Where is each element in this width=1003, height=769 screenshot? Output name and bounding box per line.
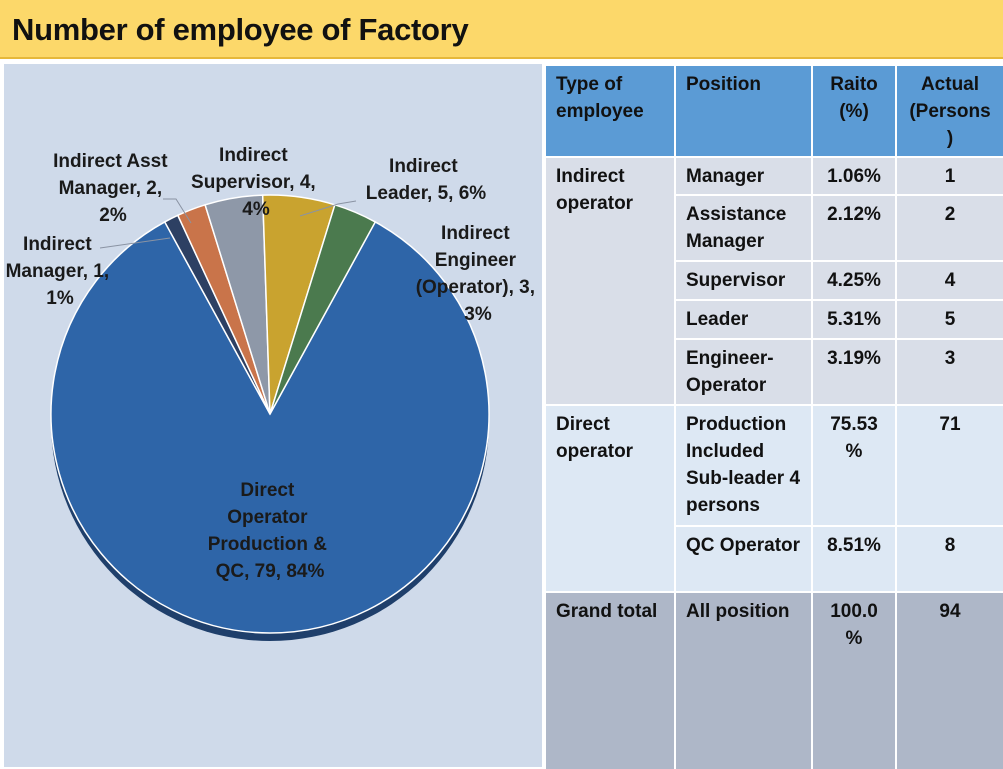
actual-cell: 8 [895,525,1003,593]
type-cell-indirect: Indirect operator [544,156,676,406]
actual-cell: 71 [895,404,1003,527]
slice-label-direct: Direct Operator Production & QC, 79, 84% [208,480,333,582]
ratio-cell: 5.31% [811,299,897,340]
table-row: Direct operator Production Included Sub-… [544,404,1003,593]
position-cell: Engineer-Operator [674,338,813,406]
ratio-cell: 3.19% [811,338,897,406]
table-header-row: Type of employee Position Raito (%) Actual… [544,64,1003,158]
actual-cell: 3 [895,338,1003,406]
ratio-cell: 1.06% [811,156,897,196]
position-cell: Supervisor [674,260,813,301]
page-title: Number of employee of Factory [12,12,469,47]
slice-label-manager: Indirect Manager, 1, 1% [6,234,115,309]
pie-slices [50,194,490,634]
total-actual-cell: 94 [895,591,1003,769]
position-cell: Manager [674,156,813,196]
actual-cell: 2 [895,194,1003,262]
actual-cell: 4 [895,260,1003,301]
title-bar: Number of employee of Factory [0,0,1003,59]
ratio-cell: 8.51% [811,525,897,593]
total-type-cell: Grand total [544,591,676,769]
pie-chart-panel: Direct Operator Production & QC, 79, 84%… [4,64,542,767]
header-type: Type of employee [544,64,676,158]
header-actual: Actual (Persons) [895,64,1003,158]
pie-chart: Direct Operator Production & QC, 79, 84%… [6,145,541,641]
header-ratio: Raito (%) [811,64,897,158]
leader-line-leader [299,200,357,217]
slice-label-leader: Indirect Leader, 5, 6% [366,156,487,204]
actual-cell: 5 [895,299,1003,340]
ratio-cell: 75.53 % [811,404,897,527]
position-cell: QC Operator [674,525,813,593]
position-cell: Leader [674,299,813,340]
table-row: Assistance Manager 2.12% 2 [545,194,1003,262]
leader-line-manager [99,237,171,249]
slice-label-engineer: Indirect Engineer (Operator), 3, 3% [416,223,541,325]
header-position: Position [674,64,813,158]
leader-line-asst-manager [163,198,192,224]
position-cell: Production Included Sub-leader 4 persons [674,404,813,527]
table-row: QC Operator 8.51% 8 [545,525,1003,593]
total-position-cell: All position [674,591,813,769]
pie-slice-direct [50,220,490,634]
pie-leader-lines [99,198,357,249]
slice-label-supervisor: Indirect Supervisor, 4, 4% [191,145,321,220]
total-ratio-cell: 100.0 % [811,591,897,769]
type-cell-direct: Direct operator [544,404,676,593]
slice-label-asst-manager: Indirect Asst Manager, 2, 2% [53,151,173,226]
employee-table: Type of employee Position Raito (%) Actual… [544,64,1003,769]
position-cell: Assistance Manager [674,194,813,262]
table-row: Indirect operator Manager 1.06% 1 [544,156,1003,406]
ratio-cell: 4.25% [811,260,897,301]
actual-cell: 1 [895,156,1003,196]
table-row: Engineer-Operator 3.19% 3 [545,338,1003,406]
grand-total-row: Grand total All position 100.0 % 94 [544,591,1003,769]
ratio-cell: 2.12% [811,194,897,262]
table-row: Supervisor 4.25% 4 [545,260,1003,301]
table-row: Leader 5.31% 5 [545,299,1003,340]
